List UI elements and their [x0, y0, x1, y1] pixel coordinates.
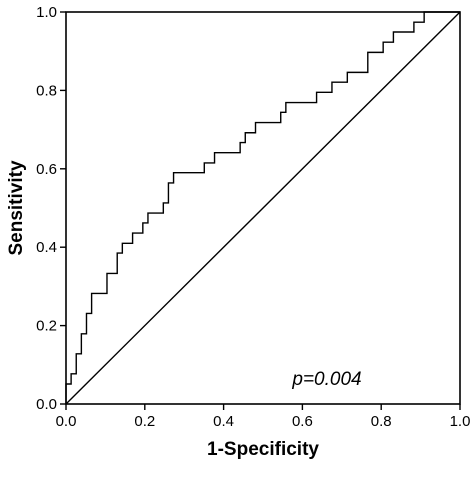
x-tick-label: 0.2 [134, 413, 155, 430]
x-tick-label: 0.6 [292, 413, 313, 430]
roc-curve-line [65, 11, 460, 404]
series-layer [65, 11, 461, 405]
y-tick-label: 0.6 [36, 161, 57, 178]
y-axis-title: Sensitivity [6, 160, 27, 255]
y-tick-label: 1.0 [36, 4, 57, 21]
reference-diagonal-line [65, 11, 461, 405]
p-value-annotation: p=0.004 [291, 369, 361, 390]
plot-frame [65, 11, 461, 405]
y-ticks: 0.0 0.2 0.4 0.6 0.8 1.0 [36, 4, 66, 413]
y-tick-label: 0.8 [36, 82, 57, 99]
x-tick-label: 0.4 [213, 413, 234, 430]
y-tick-label: 0.4 [36, 239, 57, 256]
x-ticks: 0.0 0.2 0.4 0.6 0.8 1.0 [56, 404, 471, 430]
x-tick-label: 0.8 [371, 413, 392, 430]
y-tick-label: 0.2 [36, 318, 57, 335]
x-tick-label: 1.0 [450, 413, 471, 430]
x-axis-title: 1-Specificity [207, 439, 319, 460]
y-tick-label: 0.0 [36, 396, 57, 413]
x-tick-label: 0.0 [56, 413, 77, 430]
